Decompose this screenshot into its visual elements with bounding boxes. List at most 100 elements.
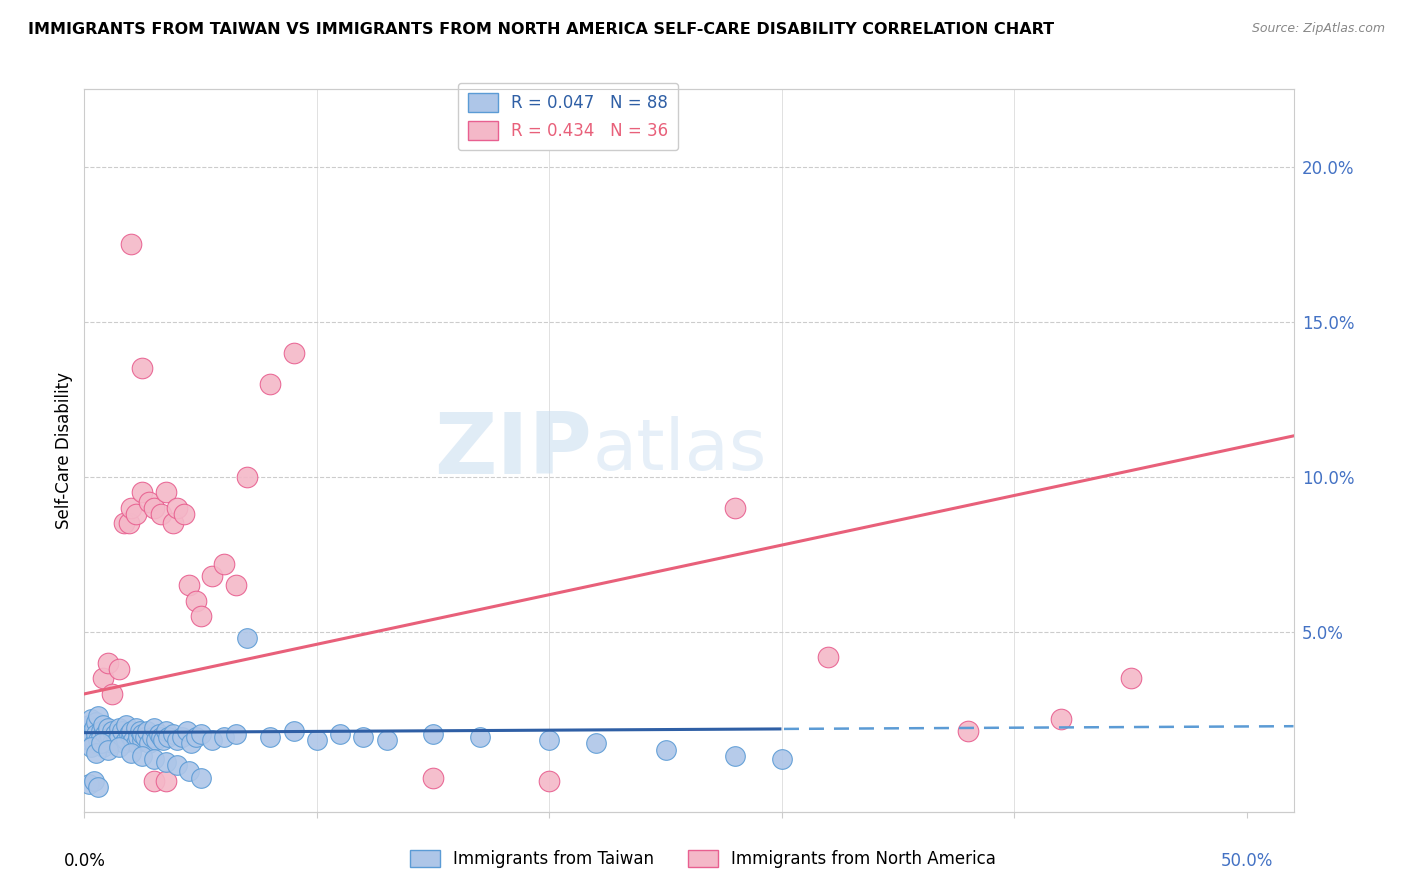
Point: [201, 569, 224, 583]
Point: [127, 731, 149, 745]
Text: 50.0%: 50.0%: [1220, 852, 1274, 870]
Point: [138, 494, 160, 508]
Point: [180, 737, 202, 751]
Point: [422, 727, 444, 741]
Point: [177, 578, 200, 592]
Point: [283, 724, 305, 739]
Point: [654, 742, 676, 756]
Point: [87, 708, 110, 723]
Point: [97, 733, 120, 747]
Point: [150, 507, 173, 521]
Point: [97, 721, 120, 735]
Point: [184, 594, 207, 608]
Legend: Immigrants from Taiwan, Immigrants from North America: Immigrants from Taiwan, Immigrants from …: [404, 843, 1002, 875]
Point: [108, 721, 131, 735]
Point: [97, 656, 120, 670]
Point: [145, 733, 167, 747]
Point: [117, 516, 139, 531]
Point: [98, 731, 121, 745]
Point: [101, 687, 124, 701]
Point: [956, 724, 979, 739]
Point: [76, 724, 98, 739]
Point: [105, 733, 128, 747]
Point: [84, 727, 107, 741]
Point: [150, 731, 173, 745]
Point: [190, 609, 212, 624]
Point: [131, 485, 153, 500]
Point: [91, 739, 114, 754]
Point: [120, 500, 142, 515]
Point: [162, 727, 184, 741]
Point: [120, 237, 142, 252]
Point: [177, 764, 200, 779]
Point: [87, 780, 110, 794]
Point: [115, 718, 138, 732]
Point: [77, 777, 100, 791]
Point: [112, 737, 135, 751]
Point: [141, 731, 163, 745]
Point: [259, 376, 281, 391]
Point: [136, 724, 159, 739]
Point: [94, 727, 117, 741]
Point: [84, 714, 107, 729]
Point: [170, 731, 193, 745]
Point: [190, 727, 212, 741]
Point: [131, 727, 153, 741]
Point: [124, 507, 146, 521]
Point: [724, 500, 747, 515]
Text: ZIP: ZIP: [434, 409, 592, 492]
Text: atlas: atlas: [592, 416, 766, 485]
Legend: R = 0.047   N = 88, R = 0.434   N = 36: R = 0.047 N = 88, R = 0.434 N = 36: [458, 83, 678, 150]
Point: [97, 742, 120, 756]
Point: [122, 733, 145, 747]
Point: [162, 516, 184, 531]
Point: [120, 724, 142, 739]
Point: [77, 718, 100, 732]
Point: [166, 500, 188, 515]
Point: [120, 746, 142, 760]
Point: [115, 733, 138, 747]
Point: [120, 731, 142, 745]
Point: [83, 721, 105, 735]
Point: [352, 731, 374, 745]
Point: [259, 731, 281, 745]
Point: [770, 752, 793, 766]
Point: [190, 771, 212, 785]
Point: [1119, 672, 1142, 686]
Point: [124, 721, 146, 735]
Point: [585, 737, 607, 751]
Point: [83, 737, 105, 751]
Point: [108, 731, 131, 745]
Point: [131, 733, 153, 747]
Point: [166, 733, 188, 747]
Point: [166, 758, 188, 772]
Point: [84, 746, 107, 760]
Point: [375, 733, 398, 747]
Point: [90, 724, 112, 739]
Text: IMMIGRANTS FROM TAIWAN VS IMMIGRANTS FROM NORTH AMERICA SELF-CARE DISABILITY COR: IMMIGRANTS FROM TAIWAN VS IMMIGRANTS FRO…: [28, 22, 1054, 37]
Point: [138, 737, 160, 751]
Point: [724, 748, 747, 763]
Point: [83, 773, 105, 788]
Point: [110, 724, 132, 739]
Point: [201, 733, 224, 747]
Point: [422, 771, 444, 785]
Point: [101, 737, 124, 751]
Point: [143, 500, 166, 515]
Point: [143, 752, 166, 766]
Point: [538, 733, 561, 747]
Point: [143, 773, 166, 788]
Point: [329, 727, 352, 741]
Point: [157, 731, 180, 745]
Point: [283, 345, 305, 359]
Point: [129, 724, 152, 739]
Point: [112, 516, 135, 531]
Point: [101, 724, 124, 739]
Text: Source: ZipAtlas.com: Source: ZipAtlas.com: [1251, 22, 1385, 36]
Point: [184, 731, 207, 745]
Text: 0.0%: 0.0%: [63, 852, 105, 870]
Point: [77, 733, 100, 747]
Point: [225, 578, 247, 592]
Point: [131, 748, 153, 763]
Point: [1050, 712, 1073, 726]
